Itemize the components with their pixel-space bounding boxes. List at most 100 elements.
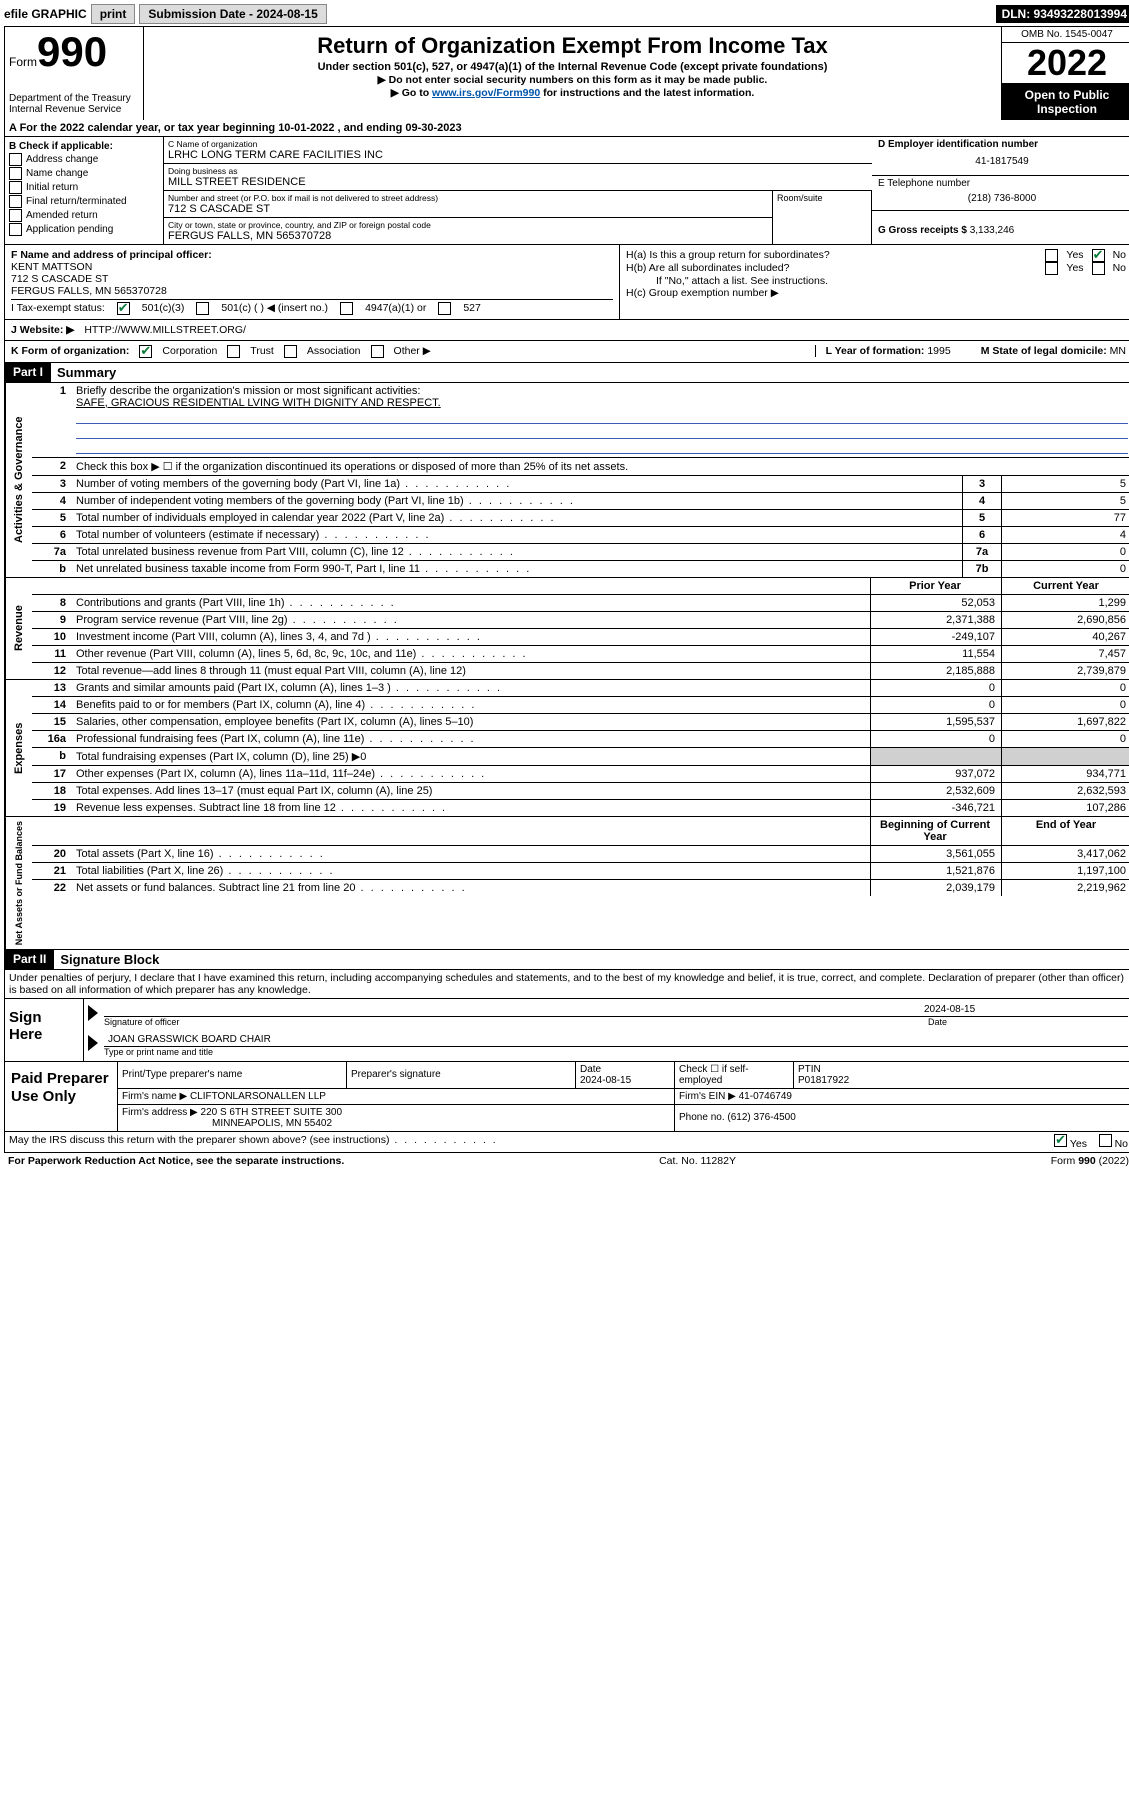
firm-addr-label: Firm's address ▶ (122, 1107, 198, 1118)
line19-prior: -346,721 (871, 799, 1002, 816)
chk-final-return[interactable] (9, 195, 22, 208)
sign-here-label: Sign Here (5, 999, 83, 1061)
chk-4947[interactable] (340, 302, 353, 315)
phone-label: Phone no. (679, 1112, 725, 1123)
chk-527[interactable] (438, 302, 451, 315)
line16b-curr (1002, 747, 1129, 765)
line21-text: Total liabilities (Part X, line 26) (76, 865, 335, 877)
chk-other[interactable] (371, 345, 384, 358)
line12-curr: 2,739,879 (1002, 662, 1129, 679)
omb-number: OMB No. 1545-0047 (1002, 27, 1129, 43)
line12-num: 12 (32, 662, 72, 679)
line20-num: 20 (32, 845, 72, 862)
chk-501c[interactable] (196, 302, 209, 315)
line10-num: 10 (32, 628, 72, 645)
line17-num: 17 (32, 765, 72, 782)
lbl-hb-no: No (1113, 262, 1126, 274)
header-prior-year: Prior Year (871, 578, 1002, 595)
addr-value: 712 S CASCADE ST (168, 203, 768, 215)
line17-curr: 934,771 (1002, 765, 1129, 782)
chk-corp[interactable] (139, 345, 152, 358)
chk-application-pending[interactable] (9, 223, 22, 236)
line7a-num: 7a (32, 543, 72, 560)
line22-end: 2,219,962 (1002, 879, 1129, 896)
lbl-address-change: Address change (26, 154, 98, 165)
line3-val: 5 (1002, 475, 1129, 492)
lbl-4947: 4947(a)(1) or (365, 302, 426, 314)
chk-ha-no[interactable] (1092, 249, 1105, 262)
k-label: K Form of organization: (11, 345, 129, 357)
line12-prior: 2,185,888 (871, 662, 1002, 679)
lbl-final-return: Final return/terminated (26, 196, 127, 207)
vtab-revenue: Revenue (5, 578, 32, 679)
dept-treasury: Department of the Treasury (9, 93, 139, 104)
header-current-year: Current Year (1002, 578, 1129, 595)
chk-name-change[interactable] (9, 167, 22, 180)
room-suite-label: Room/suite (773, 191, 872, 244)
section-net-assets: Net Assets or Fund Balances Beginning of… (4, 817, 1129, 950)
submission-date-button[interactable]: Submission Date - 2024-08-15 (139, 4, 326, 24)
line5-box: 5 (963, 509, 1002, 526)
line16b-text: Total fundraising expenses (Part IX, col… (72, 747, 871, 765)
line8-text: Contributions and grants (Part VIII, lin… (76, 597, 396, 609)
lbl-name-change: Name change (26, 168, 88, 179)
section-revenue: Revenue Prior YearCurrent Year 8Contribu… (4, 578, 1129, 680)
sig-caret-icon (88, 1005, 98, 1021)
chk-initial-return[interactable] (9, 181, 22, 194)
i-label: I Tax-exempt status: (11, 302, 105, 314)
lbl-amended: Amended return (26, 210, 98, 221)
chk-ha-yes[interactable] (1045, 249, 1058, 262)
chk-trust[interactable] (227, 345, 240, 358)
firm-addr2-value: MINNEAPOLIS, MN 55402 (122, 1118, 332, 1129)
chk-discuss-no[interactable] (1099, 1134, 1112, 1147)
line4-val: 5 (1002, 492, 1129, 509)
line7b-num: b (32, 560, 72, 577)
line16a-curr: 0 (1002, 730, 1129, 747)
line5-num: 5 (32, 509, 72, 526)
line18-prior: 2,532,609 (871, 782, 1002, 799)
line7b-val: 0 (1002, 560, 1129, 577)
line22-text: Net assets or fund balances. Subtract li… (76, 882, 467, 894)
chk-assoc[interactable] (284, 345, 297, 358)
line19-curr: 107,286 (1002, 799, 1129, 816)
q1-label: Briefly describe the organization's miss… (76, 385, 420, 397)
form-header: Form 990 Department of the Treasury Inte… (4, 26, 1129, 120)
q2: Check this box ▶ ☐ if the organization d… (72, 457, 1129, 475)
subtitle-2: ▶ Do not enter social security numbers o… (148, 74, 997, 86)
chk-discuss-yes[interactable] (1054, 1134, 1067, 1147)
part1-header: Part I (5, 363, 51, 382)
perjury-declaration: Under penalties of perjury, I declare th… (4, 970, 1129, 999)
lbl-trust: Trust (250, 345, 274, 357)
firm-ein-label: Firm's EIN ▶ (679, 1091, 736, 1102)
topbar: efile GRAPHIC print Submission Date - 20… (4, 4, 1129, 24)
lbl-hb-yes: Yes (1066, 262, 1083, 274)
lbl-501c3: 501(c)(3) (142, 302, 185, 314)
f-name: KENT MATTSON (11, 261, 613, 273)
line3-num: 3 (32, 475, 72, 492)
print-button[interactable]: print (91, 4, 136, 24)
line20-text: Total assets (Part X, line 16) (76, 848, 325, 860)
lbl-discuss-no: No (1115, 1138, 1128, 1150)
line19-text: Revenue less expenses. Subtract line 18 … (76, 802, 447, 814)
part2-header-row: Part II Signature Block (4, 950, 1129, 970)
chk-501c3[interactable] (117, 302, 130, 315)
chk-address-change[interactable] (9, 153, 22, 166)
chk-hb-yes[interactable] (1045, 262, 1058, 275)
gross-value: 3,133,246 (970, 225, 1015, 236)
line14-prior: 0 (871, 696, 1002, 713)
discuss-row: May the IRS discuss this return with the… (4, 1132, 1129, 1153)
lbl-corp: Corporation (162, 345, 217, 357)
f-addr1: 712 S CASCADE ST (11, 273, 613, 285)
irs-link[interactable]: www.irs.gov/Form990 (432, 87, 540, 99)
m-value: MN (1110, 345, 1126, 357)
line21-num: 21 (32, 862, 72, 879)
l-label: L Year of formation: (826, 345, 925, 357)
ein-value: 41-1817549 (878, 150, 1126, 173)
line17-prior: 937,072 (871, 765, 1002, 782)
line3-box: 3 (963, 475, 1002, 492)
irs-label: Internal Revenue Service (9, 104, 139, 115)
line11-text: Other revenue (Part VIII, column (A), li… (76, 648, 528, 660)
chk-hb-no[interactable] (1092, 262, 1105, 275)
col-b: B Check if applicable: Address change Na… (5, 137, 164, 244)
chk-amended[interactable] (9, 209, 22, 222)
